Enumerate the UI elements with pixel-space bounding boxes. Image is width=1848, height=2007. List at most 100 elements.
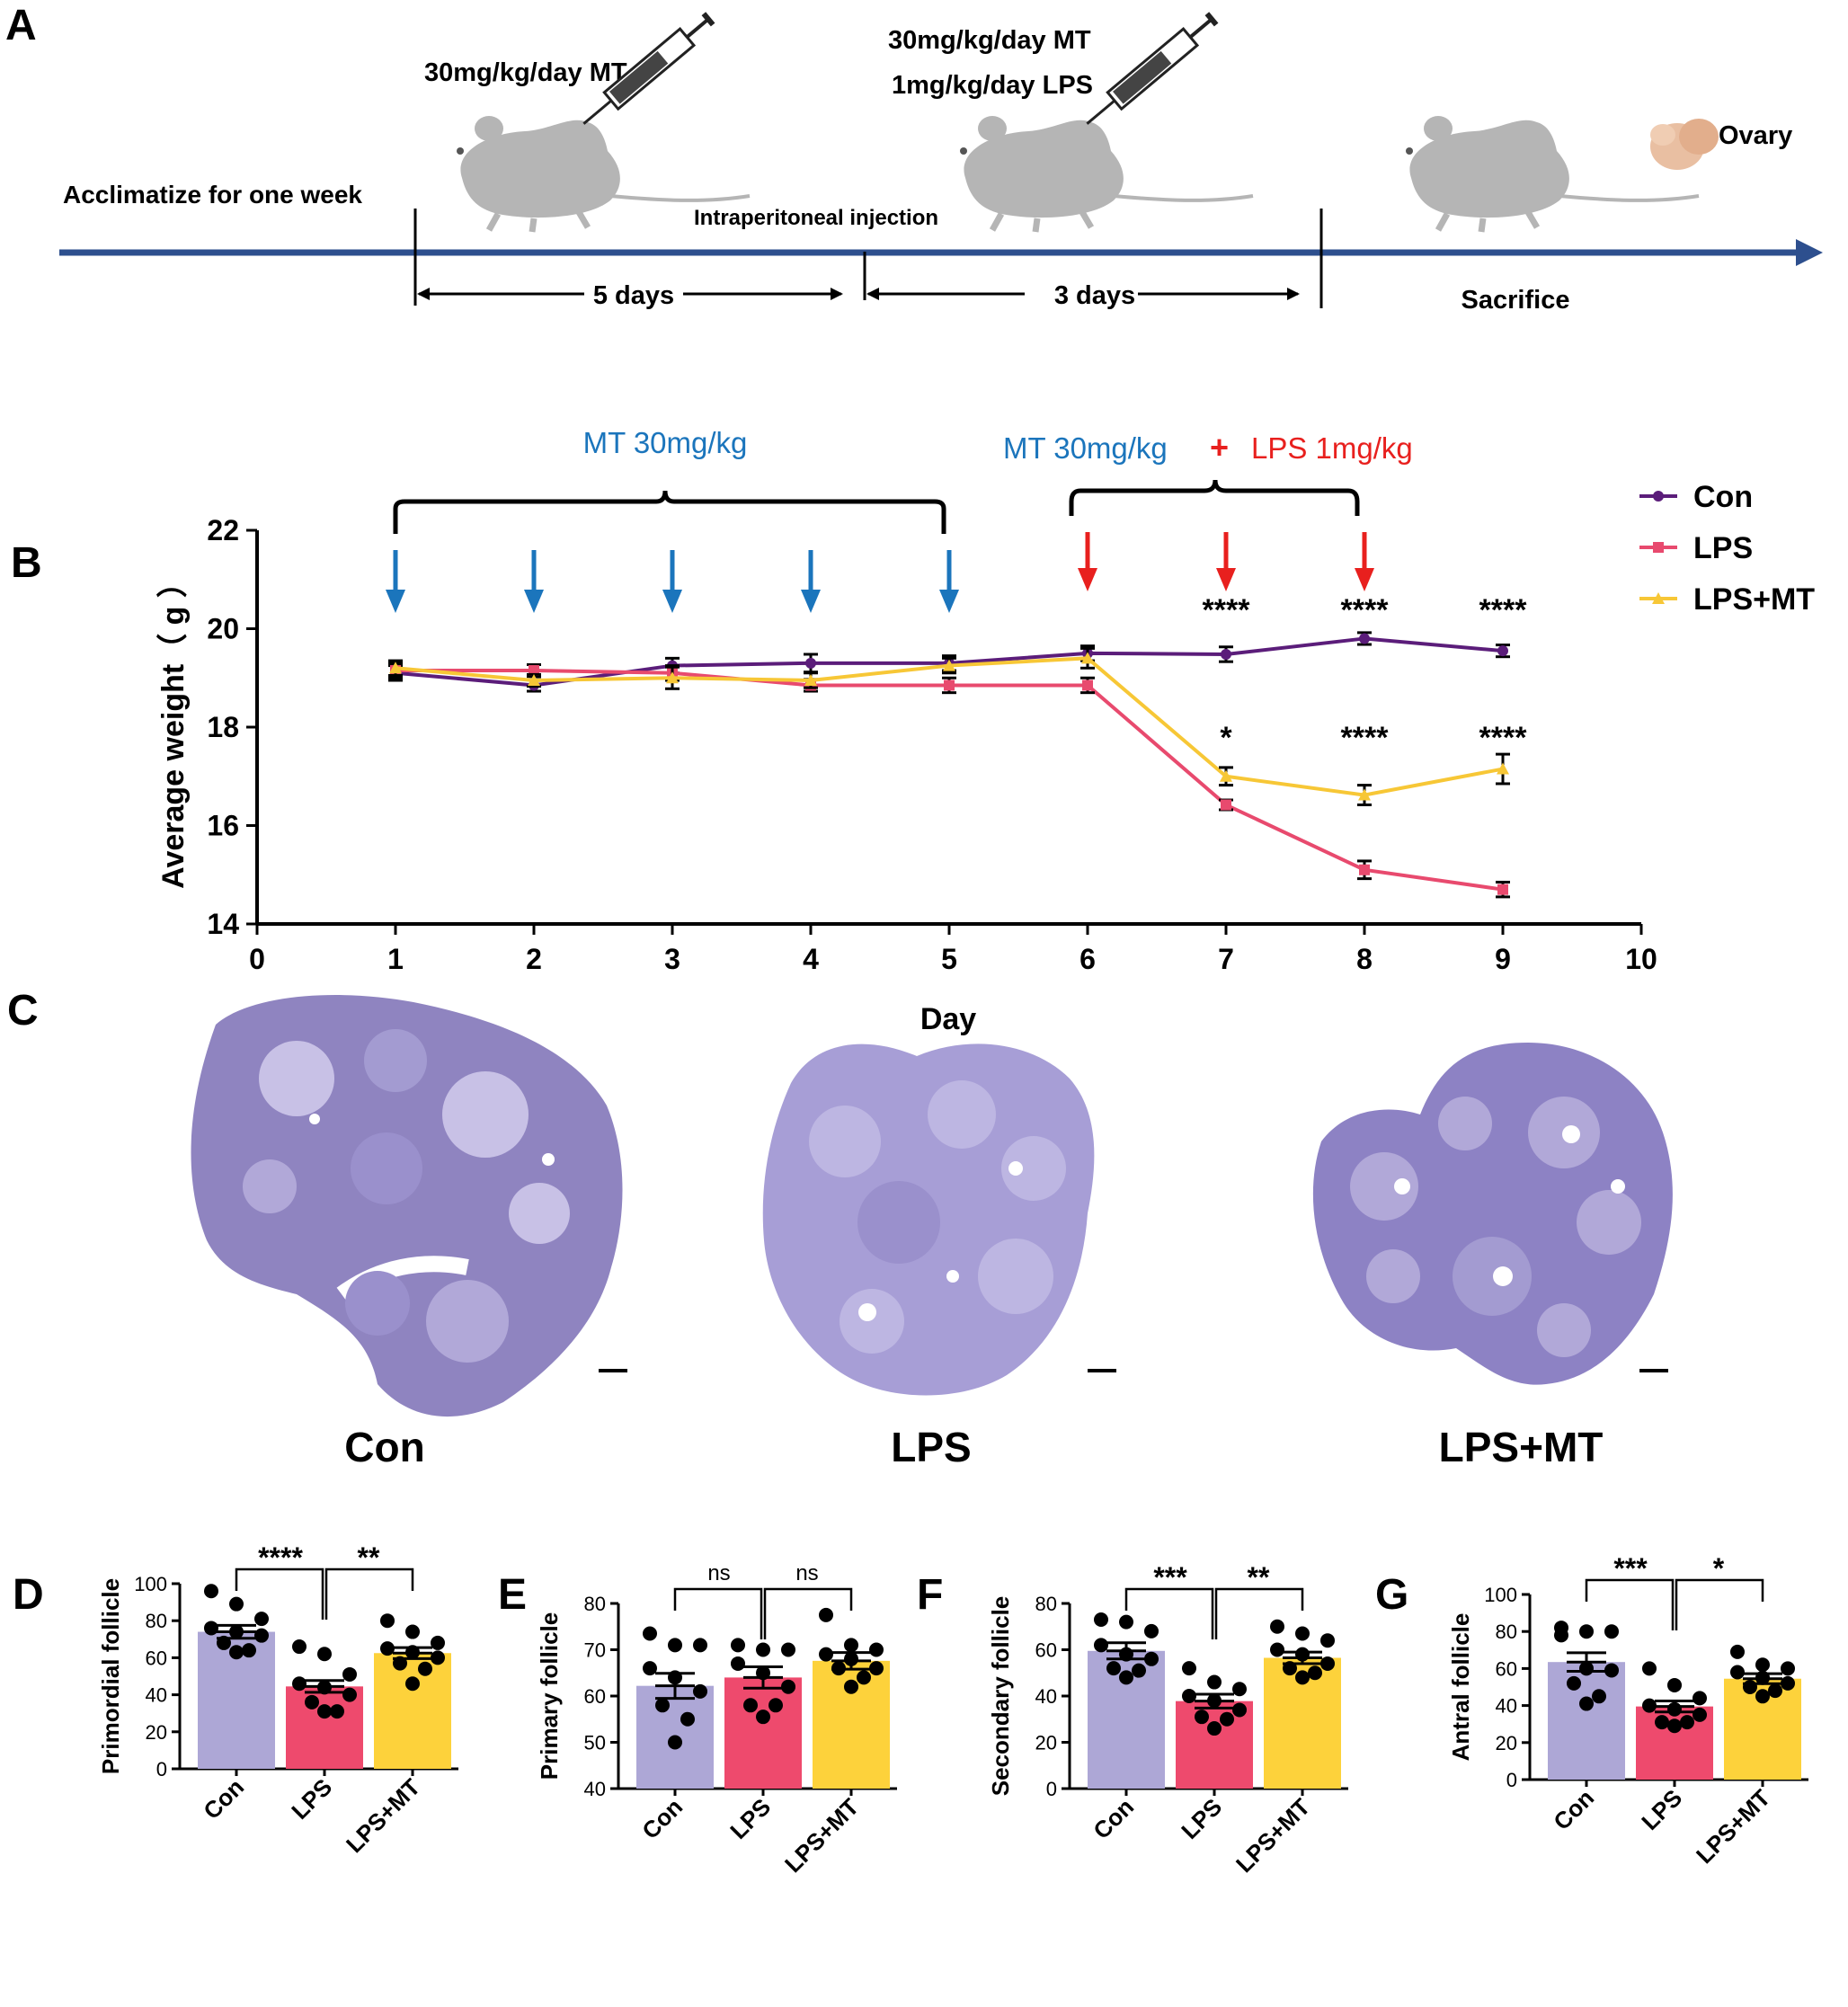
data-point [1768, 1683, 1782, 1699]
data-point [1730, 1644, 1745, 1659]
data-point [844, 1651, 858, 1666]
group-label-con: Con [344, 1424, 424, 1470]
x-tick-label: LPS [286, 1773, 337, 1825]
y-tick-label: 50 [584, 1732, 606, 1754]
significance-label: ** [358, 1541, 380, 1574]
injection-arrowhead-blue [801, 590, 821, 613]
data-point [405, 1676, 420, 1692]
data-point [204, 1584, 218, 1599]
data-point [643, 1626, 657, 1641]
data-point [1232, 1702, 1247, 1718]
data-point [1497, 762, 1509, 775]
data-point [666, 671, 679, 684]
data-point [405, 1624, 420, 1639]
data-point [781, 1679, 795, 1694]
significance-label: *** [1153, 1561, 1187, 1594]
significance-label: *** [1613, 1552, 1648, 1585]
significance-bracket [673, 1587, 763, 1639]
significance-label: * [1220, 721, 1232, 755]
injection-arrowhead-blue [662, 590, 682, 613]
mouse-icon [457, 116, 751, 233]
data-point [857, 1670, 871, 1685]
y-axis-label: Primary follicle [536, 1612, 563, 1780]
y-axis-label: Primordial follicle [97, 1578, 124, 1774]
data-point [204, 1621, 218, 1636]
x-tick-label: Con [198, 1773, 249, 1825]
data-point [944, 679, 955, 691]
data-point [1693, 1707, 1707, 1722]
data-point [731, 1638, 745, 1653]
data-point [1221, 799, 1231, 811]
data-point [844, 1679, 858, 1694]
ovary-label: Ovary [1719, 121, 1792, 150]
data-point [943, 659, 955, 671]
legend-marker [1653, 542, 1664, 553]
significance-label: **** [1341, 721, 1390, 755]
y-tick-label: 80 [1496, 1621, 1517, 1643]
data-point [831, 1661, 846, 1676]
lps-mt-ovary-section [1312, 1043, 1673, 1385]
data-point [1781, 1675, 1795, 1691]
injection-arrowhead-red [1216, 568, 1236, 591]
injection-arrowhead-red [1355, 568, 1374, 591]
bar-con [1548, 1662, 1625, 1780]
data-point [229, 1624, 244, 1639]
data-point [1132, 1663, 1146, 1678]
y-tick-label: 40 [584, 1778, 606, 1800]
y-tick-label: 80 [584, 1593, 606, 1615]
dose-label-2b: 1mg/kg/day LPS [892, 71, 1093, 100]
data-point [1195, 1710, 1209, 1725]
data-point [693, 1638, 707, 1653]
x-tick-label: LPS [1636, 1784, 1687, 1835]
data-point [1755, 1670, 1770, 1685]
data-point [229, 1596, 244, 1612]
y-tick-label: 40 [1496, 1695, 1517, 1718]
data-point [819, 1607, 833, 1622]
dose-label-2a: 30mg/kg/day MT [888, 26, 1091, 55]
data-point [1119, 1614, 1133, 1630]
combined-bracket-mt: MT 30mg/kg [1003, 431, 1168, 465]
y-axis-label: Secondary follicle [987, 1596, 1014, 1797]
data-point [1182, 1661, 1196, 1676]
significance-label: **** [258, 1541, 303, 1574]
data-point [1207, 1721, 1222, 1736]
data-point [769, 1698, 783, 1713]
data-point [1221, 648, 1231, 660]
x-tick-label: 7 [1218, 943, 1234, 975]
y-tick-label: 40 [1035, 1685, 1057, 1708]
x-tick-label: 9 [1495, 943, 1511, 975]
data-point [1667, 1677, 1682, 1692]
data-point [869, 1661, 884, 1676]
data-point [1579, 1624, 1594, 1639]
combined-bracket-lps: LPS 1mg/kg [1251, 431, 1413, 465]
x-tick-label: LPS+MT [1231, 1793, 1315, 1878]
data-point [1781, 1661, 1795, 1676]
x-tick-label: 1 [387, 943, 404, 975]
data-point [1283, 1661, 1297, 1676]
data-point [380, 1641, 395, 1656]
group-label-lps-mt: LPS+MT [1439, 1424, 1604, 1470]
data-point [1655, 1715, 1669, 1730]
data-point [305, 1694, 319, 1710]
x-tick-label: LPS+MT [1691, 1784, 1775, 1869]
significance-bracket [235, 1567, 324, 1620]
x-tick-label: 10 [1625, 943, 1657, 975]
data-point [217, 1635, 231, 1650]
y-tick-label: 60 [1496, 1657, 1517, 1680]
data-point [1579, 1696, 1594, 1711]
data-point [1359, 864, 1370, 875]
weight-chart-legend: Con LPS LPS+MT [1639, 480, 1815, 617]
panel-b-label: B [11, 539, 42, 587]
significance-bracket [1585, 1578, 1675, 1630]
data-point [844, 1638, 858, 1653]
y-tick-label: 60 [584, 1685, 606, 1708]
y-tick-label: 80 [146, 1610, 167, 1632]
data-point [668, 1638, 682, 1653]
data-point [869, 1642, 884, 1657]
y-tick-label: 60 [1035, 1639, 1057, 1662]
injection-arrowhead-red [1078, 568, 1097, 591]
x-tick-label: 6 [1079, 943, 1096, 975]
significance-label: **** [1203, 593, 1251, 627]
data-point [1270, 1642, 1284, 1657]
